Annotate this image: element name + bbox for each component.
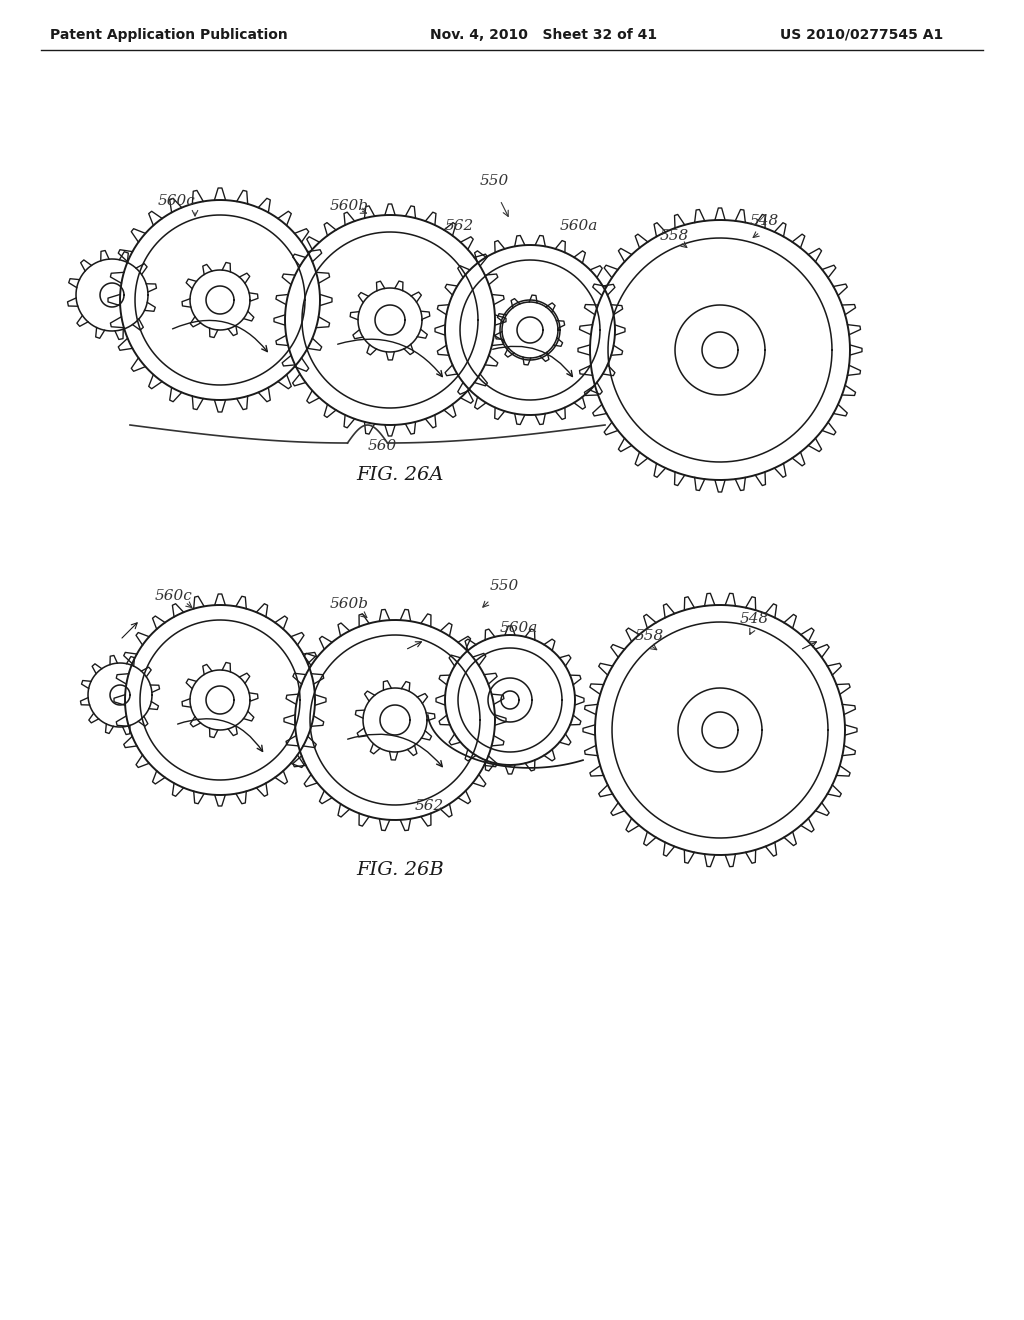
Text: 562: 562 <box>415 799 444 813</box>
Text: 560: 560 <box>368 440 396 453</box>
Text: 560a: 560a <box>560 219 598 234</box>
Text: FIG. 26A: FIG. 26A <box>356 466 443 484</box>
Text: 550: 550 <box>490 579 519 593</box>
Text: US 2010/0277545 A1: US 2010/0277545 A1 <box>780 28 943 42</box>
Text: 562: 562 <box>445 219 474 234</box>
Text: Nov. 4, 2010   Sheet 32 of 41: Nov. 4, 2010 Sheet 32 of 41 <box>430 28 657 42</box>
Text: 558: 558 <box>660 228 689 243</box>
Text: 560b: 560b <box>330 199 369 213</box>
Text: Patent Application Publication: Patent Application Publication <box>50 28 288 42</box>
Text: 560b: 560b <box>330 597 369 611</box>
Text: 560a: 560a <box>500 620 539 635</box>
Text: 558: 558 <box>635 630 665 643</box>
Text: FIG. 26B: FIG. 26B <box>356 861 443 879</box>
Text: 550: 550 <box>480 174 509 187</box>
Text: 560c: 560c <box>158 194 196 209</box>
Text: 560c: 560c <box>155 589 193 603</box>
Text: 548: 548 <box>750 214 779 228</box>
Text: 548: 548 <box>740 612 769 626</box>
